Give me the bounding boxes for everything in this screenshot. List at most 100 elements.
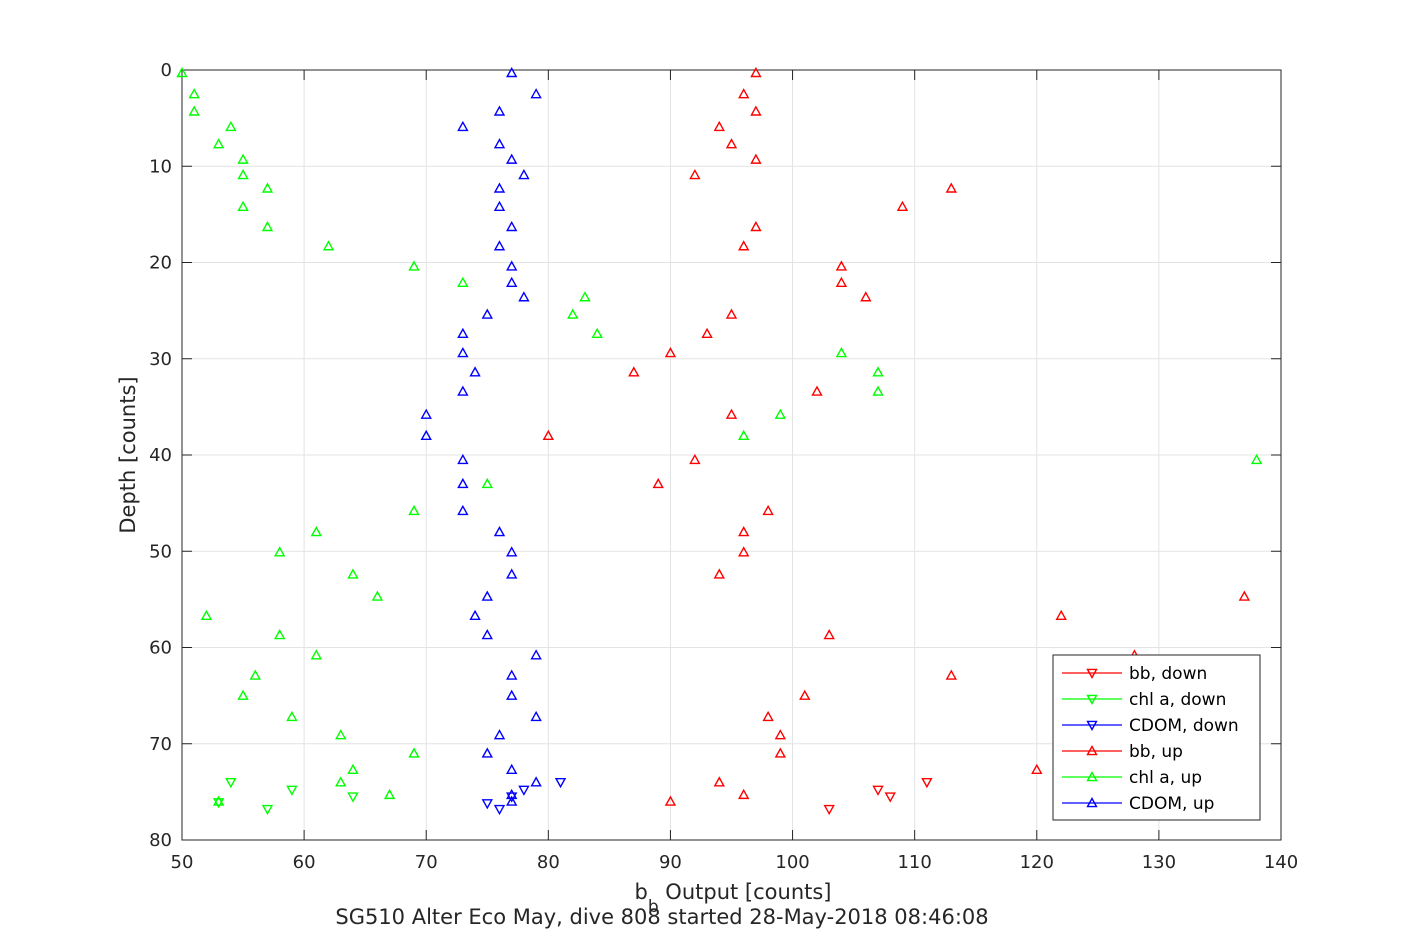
legend-label: CDOM, down — [1129, 716, 1239, 736]
data-point — [457, 347, 469, 358]
data-point — [542, 429, 555, 441]
data-point — [371, 590, 384, 601]
data-point — [469, 609, 481, 621]
data-point — [713, 568, 725, 579]
data-points — [176, 66, 1263, 816]
data-point — [347, 568, 359, 579]
data-point — [506, 792, 518, 803]
data-point — [408, 504, 420, 516]
data-point — [835, 347, 848, 358]
data-point — [261, 220, 274, 232]
data-point — [713, 120, 725, 132]
data-point — [823, 804, 835, 816]
data-point — [530, 776, 542, 787]
data-point — [823, 629, 835, 640]
data-point — [762, 710, 774, 722]
data-point — [1055, 609, 1067, 621]
x-tick-label: 90 — [659, 852, 682, 873]
y-tick-label: 30 — [149, 349, 172, 370]
data-point — [530, 88, 542, 99]
data-point — [628, 366, 640, 377]
data-point — [481, 590, 493, 601]
data-point — [286, 710, 298, 722]
y-tick-label: 0 — [161, 60, 172, 81]
data-point — [860, 291, 872, 302]
data-point — [774, 408, 787, 419]
data-point — [750, 66, 762, 78]
data-point — [872, 785, 884, 796]
data-point — [884, 792, 896, 803]
data-point — [457, 327, 469, 339]
y-tick-label: 10 — [149, 156, 172, 177]
data-point — [506, 669, 518, 680]
data-point — [506, 153, 518, 164]
x-tick-label: 80 — [537, 852, 560, 873]
data-point — [835, 276, 848, 288]
data-point — [457, 477, 469, 489]
x-tick-label: 50 — [171, 852, 194, 873]
data-point — [872, 385, 884, 396]
data-point — [1238, 590, 1251, 601]
data-point — [1250, 453, 1263, 465]
data-point — [383, 788, 396, 800]
x-axis-label-subscript: b — [648, 897, 659, 917]
series-cdom-up — [420, 66, 542, 806]
data-point — [188, 105, 200, 116]
data-point — [335, 776, 347, 787]
data-point — [738, 526, 750, 537]
legend-label: bb, down — [1129, 664, 1207, 684]
data-point — [750, 220, 762, 232]
data-point — [518, 785, 530, 796]
data-point — [835, 260, 848, 271]
data-point — [506, 795, 518, 806]
series-bb-down — [823, 777, 933, 816]
legend-marker — [1086, 694, 1098, 705]
data-point — [457, 504, 469, 516]
x-tick-label: 60 — [293, 852, 316, 873]
data-point — [493, 200, 506, 211]
data-point — [738, 240, 750, 251]
data-point — [420, 429, 432, 441]
data-point — [310, 649, 323, 660]
data-point — [322, 240, 335, 251]
data-point — [212, 138, 225, 149]
data-point — [921, 777, 933, 789]
data-point — [469, 366, 481, 377]
legend-label: chl a, up — [1129, 768, 1202, 788]
data-point — [725, 408, 738, 419]
data-point — [945, 182, 957, 193]
data-point — [506, 546, 518, 557]
data-point — [347, 763, 359, 775]
data-point — [738, 546, 750, 557]
x-axis-label: bb Output [counts] — [634, 880, 831, 917]
data-point — [896, 200, 909, 211]
data-point — [762, 504, 774, 516]
data-point — [493, 105, 506, 116]
data-point — [310, 526, 323, 537]
legend-label: bb, up — [1129, 742, 1183, 762]
data-point — [225, 777, 237, 789]
data-point — [530, 710, 542, 722]
data-point — [420, 408, 432, 419]
legend-marker — [1086, 668, 1098, 679]
data-point — [506, 568, 518, 579]
data-point — [457, 385, 469, 396]
data-point — [493, 182, 506, 193]
x-tick-label: 110 — [897, 852, 931, 873]
x-tick-label: 70 — [415, 852, 438, 873]
data-point — [530, 649, 542, 660]
data-point — [457, 120, 469, 132]
data-point — [408, 747, 420, 758]
data-point — [725, 138, 738, 149]
series-bb-up — [542, 66, 1251, 806]
data-point — [493, 138, 506, 149]
data-point — [176, 66, 188, 78]
data-point — [506, 220, 518, 232]
chart-title: SG510 Alter Eco May, dive 808 started 28… — [335, 905, 988, 929]
data-point — [481, 308, 493, 319]
data-point — [212, 795, 225, 806]
data-point — [200, 609, 213, 621]
y-tick-label: 70 — [149, 734, 172, 755]
data-point — [188, 88, 200, 99]
data-point — [493, 804, 506, 816]
